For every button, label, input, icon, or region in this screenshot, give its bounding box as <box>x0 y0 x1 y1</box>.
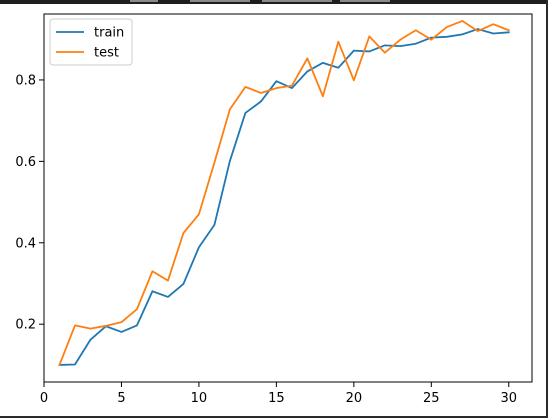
top-strip-segment <box>130 0 158 2</box>
x-tick-label: 5 <box>117 391 125 406</box>
legend-label-test: test <box>94 46 119 61</box>
legend-label-train: train <box>94 26 124 41</box>
x-tick-label: 20 <box>346 391 363 406</box>
top-strip-segment <box>340 0 390 2</box>
y-tick-label: 0.4 <box>15 236 36 251</box>
series-line-train <box>58 28 510 366</box>
window-top-strip <box>0 0 548 4</box>
legend: train test <box>49 18 133 66</box>
x-tick-label: 15 <box>268 391 285 406</box>
window-bottom-edge <box>0 416 548 418</box>
series-line-test <box>58 20 510 367</box>
series-lines <box>58 20 510 367</box>
x-axis-ticks: 0 5 10 15 20 25 30 <box>40 382 517 406</box>
y-tick-label: 0.6 <box>15 155 36 170</box>
axes-frame <box>43 13 533 383</box>
x-tick-label: 30 <box>500 391 517 406</box>
y-tick-label: 0.8 <box>15 73 36 88</box>
y-tick-label: 0.2 <box>15 318 36 333</box>
x-tick-label: 10 <box>191 391 208 406</box>
window-right-edge <box>546 0 548 418</box>
top-strip-segment <box>262 0 332 2</box>
x-tick-label: 25 <box>423 391 440 406</box>
legend-box <box>49 18 133 66</box>
plot-area-border <box>43 13 533 383</box>
x-tick-label: 0 <box>40 391 48 406</box>
y-axis-ticks: 0.2 0.4 0.6 0.8 <box>15 73 44 333</box>
top-strip-segment <box>190 0 250 2</box>
